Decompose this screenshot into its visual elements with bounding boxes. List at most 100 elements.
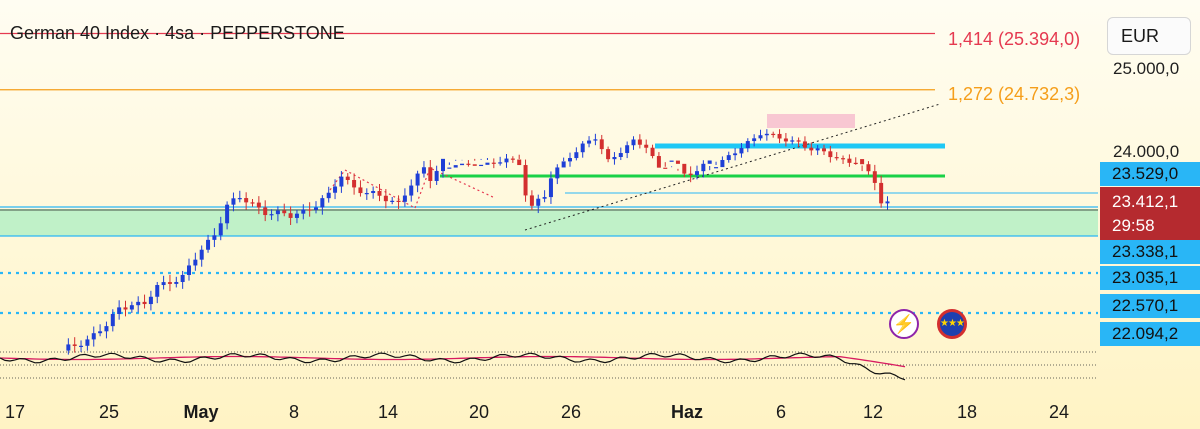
candle-body <box>625 145 630 154</box>
candle-body <box>187 265 191 275</box>
candle-body <box>282 210 287 214</box>
candle-body <box>123 307 128 310</box>
candle-body <box>225 204 230 224</box>
time-label-6: 6 <box>775 402 787 422</box>
price-level-23529: 23.529,0 <box>1100 162 1200 186</box>
candle-body <box>796 140 801 142</box>
currency-button[interactable]: EUR <box>1107 17 1191 55</box>
candle-body <box>561 161 566 168</box>
candle-body <box>777 133 782 139</box>
candle-body <box>631 139 636 146</box>
candle-body <box>606 149 611 160</box>
candle-body <box>675 160 680 164</box>
candle-body <box>79 345 84 347</box>
candle-body <box>339 176 344 187</box>
candle-body <box>447 167 452 169</box>
time-label-14: 14 <box>377 402 399 422</box>
candle-body <box>815 148 820 151</box>
candle-body <box>599 139 604 150</box>
candle-body <box>472 164 477 166</box>
candle-body <box>491 162 496 164</box>
candle-body <box>428 167 433 181</box>
candle-body <box>802 141 807 148</box>
candle-body <box>91 333 96 340</box>
candle-body <box>593 139 598 141</box>
candle-body <box>739 148 744 154</box>
candle-body <box>174 281 179 284</box>
candle-body <box>529 195 534 206</box>
price-level-22094: 22.094,2 <box>1100 322 1200 346</box>
time-label-24: 24 <box>1048 402 1070 422</box>
candle-body <box>390 200 395 202</box>
candle-body <box>345 176 350 180</box>
candle-body <box>644 144 649 148</box>
candle-body <box>326 192 331 199</box>
price-level-22570: 22.570,1 <box>1100 294 1200 318</box>
pattern-line-right <box>414 167 496 209</box>
candle-body <box>269 214 274 216</box>
candle-body <box>250 202 255 204</box>
time-label-haz: Haz <box>670 402 704 422</box>
candle-body <box>193 259 198 266</box>
candle-body <box>771 133 776 136</box>
time-label-may: May <box>183 402 219 422</box>
candle-body <box>663 167 668 169</box>
lightning-bolt-icon[interactable]: ⚡ <box>889 309 919 339</box>
fib-label-1414: 1,414 (25.394,0) <box>948 29 1081 49</box>
candle-body <box>618 153 623 158</box>
time-label-17: 17 <box>4 402 26 422</box>
candle-body <box>701 163 706 172</box>
candle-body <box>110 313 115 327</box>
candle-body <box>841 158 846 160</box>
candle-body <box>314 207 318 210</box>
candle-body <box>568 158 572 162</box>
eu-flag-icon[interactable]: ★★★ <box>937 309 967 339</box>
candle-body <box>453 165 458 168</box>
candle-body <box>510 158 515 160</box>
candle-body <box>460 163 465 166</box>
candle-body <box>485 162 490 165</box>
candle-body <box>358 187 363 194</box>
candle-body <box>656 156 661 168</box>
symbol-title[interactable]: German 40 Index · 4sa · PEPPERSTONE <box>10 23 345 43</box>
candle-body <box>333 186 338 193</box>
candle-body <box>301 209 306 214</box>
candle-body <box>714 167 719 169</box>
candle-body <box>688 173 693 175</box>
candle-body <box>263 207 268 216</box>
candle-body <box>828 151 833 158</box>
candle-body <box>288 213 293 218</box>
time-label-20: 20 <box>468 402 490 422</box>
candle-body <box>498 162 503 164</box>
candle-body <box>574 152 579 159</box>
candle-body <box>536 198 541 206</box>
current-price-badge: 23.412,1 29:58 <box>1100 187 1200 243</box>
candle-body <box>752 138 757 142</box>
candle-body <box>669 160 674 162</box>
candle-body <box>161 282 166 286</box>
price-tick-25000: 25.000,0 <box>1113 59 1180 78</box>
candle-body <box>212 235 217 240</box>
candle-body <box>879 182 884 204</box>
candle-body <box>85 339 90 346</box>
candle-body <box>231 198 236 205</box>
candle-body <box>98 331 103 334</box>
candle-body <box>783 138 788 142</box>
candle-body <box>199 249 204 260</box>
candle-body <box>504 158 509 163</box>
candle-body <box>180 274 185 282</box>
candle-body <box>104 326 109 332</box>
candle-body <box>847 158 852 163</box>
candle-body <box>612 157 617 160</box>
candle-body <box>352 179 357 188</box>
candle-body <box>479 164 484 167</box>
candle-body <box>117 307 122 314</box>
candle-body <box>726 155 731 160</box>
candle-body <box>294 213 299 218</box>
candle-body <box>542 197 547 199</box>
candle-body <box>866 164 871 172</box>
candle-body <box>872 171 877 183</box>
candle-body <box>650 147 655 157</box>
